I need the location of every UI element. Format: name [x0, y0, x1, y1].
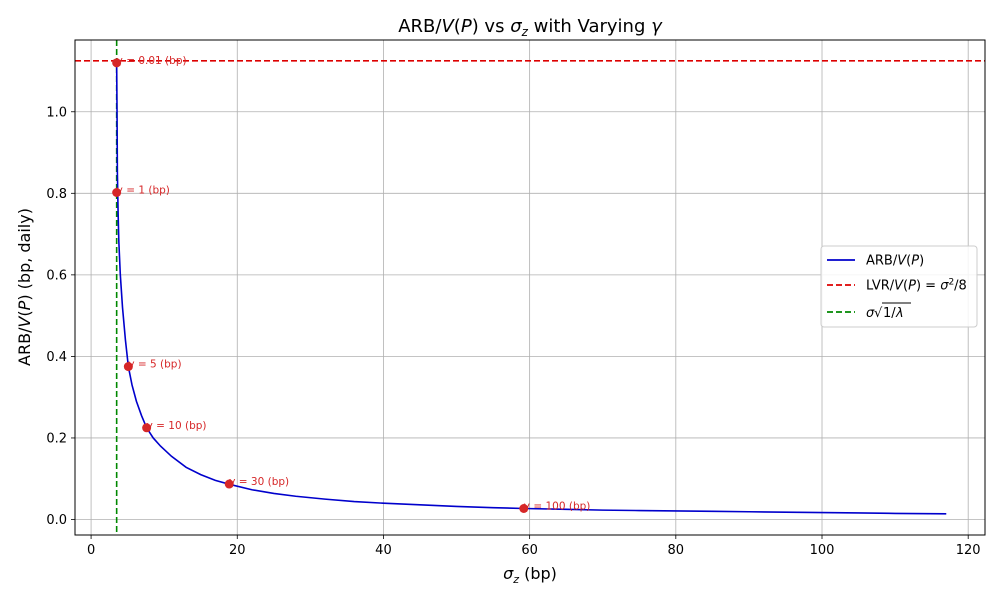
x-axis-ticks: 0 20 40 60 80 100 120 [87, 535, 981, 558]
gamma-point [112, 187, 122, 197]
gamma-point [224, 479, 234, 489]
x-tick-label: 60 [521, 543, 538, 558]
gamma-point [112, 58, 122, 68]
y-tick-label: 0.2 [46, 431, 67, 446]
y-tick-label: 0.6 [46, 268, 67, 283]
gamma-point-label: γ = 5 (bp) [128, 359, 181, 371]
gamma-point-label: γ = 30 (bp) [229, 476, 289, 488]
x-tick-label: 100 [810, 543, 835, 558]
y-tick-label: 0.4 [46, 350, 67, 365]
legend-entry-arb: ARB/V(P) [866, 254, 924, 269]
legend-box [820, 245, 978, 328]
arb-series-line [115, 62, 947, 515]
gamma-point-label: γ = 0.01 (bp) [117, 55, 187, 67]
legend-entry-lvr: LVR/V(P) = σ2/8 [866, 278, 967, 294]
gamma-point-label: γ = 100 (bp) [524, 500, 591, 512]
series-layer [115, 62, 947, 515]
y-tick-label: 0.8 [46, 187, 67, 202]
x-tick-label: 0 [87, 543, 95, 558]
y-tick-label: 1.0 [46, 105, 67, 120]
svg-text:√: √ [874, 306, 883, 321]
legend: ARB/V(P) LVR/V(P) = σ2/8 σ √ 1/ λ [820, 245, 978, 328]
gamma-point-label: γ = 10 (bp) [147, 420, 207, 432]
chart-title: ARB/V(P) vs σz with Varying γ [398, 16, 663, 39]
gamma-point [123, 362, 133, 372]
x-axis-label: σz (bp) [503, 564, 557, 586]
gamma-point-label: γ = 1 (bp) [117, 184, 170, 196]
y-axis-label: ARB/V(P) (bp, daily) [15, 208, 34, 366]
y-axis-ticks: 0.0 0.2 0.4 0.6 0.8 1.0 [46, 105, 75, 528]
x-tick-label: 120 [956, 543, 981, 558]
svg-text:1/: 1/ [883, 306, 896, 321]
gamma-point [142, 423, 152, 433]
svg-text:σ: σ [866, 306, 875, 321]
y-tick-label: 0.0 [46, 513, 67, 528]
legend-entry-sqrt: σ √ 1/ λ [866, 302, 911, 321]
gamma-point [519, 503, 529, 513]
x-tick-label: 40 [375, 543, 392, 558]
svg-text:λ: λ [895, 306, 904, 321]
x-tick-label: 20 [229, 543, 246, 558]
x-tick-label: 80 [668, 543, 685, 558]
points-layer: γ = 0.01 (bp) γ = 1 (bp) γ = 5 (bp) γ = 10 … [112, 55, 590, 513]
